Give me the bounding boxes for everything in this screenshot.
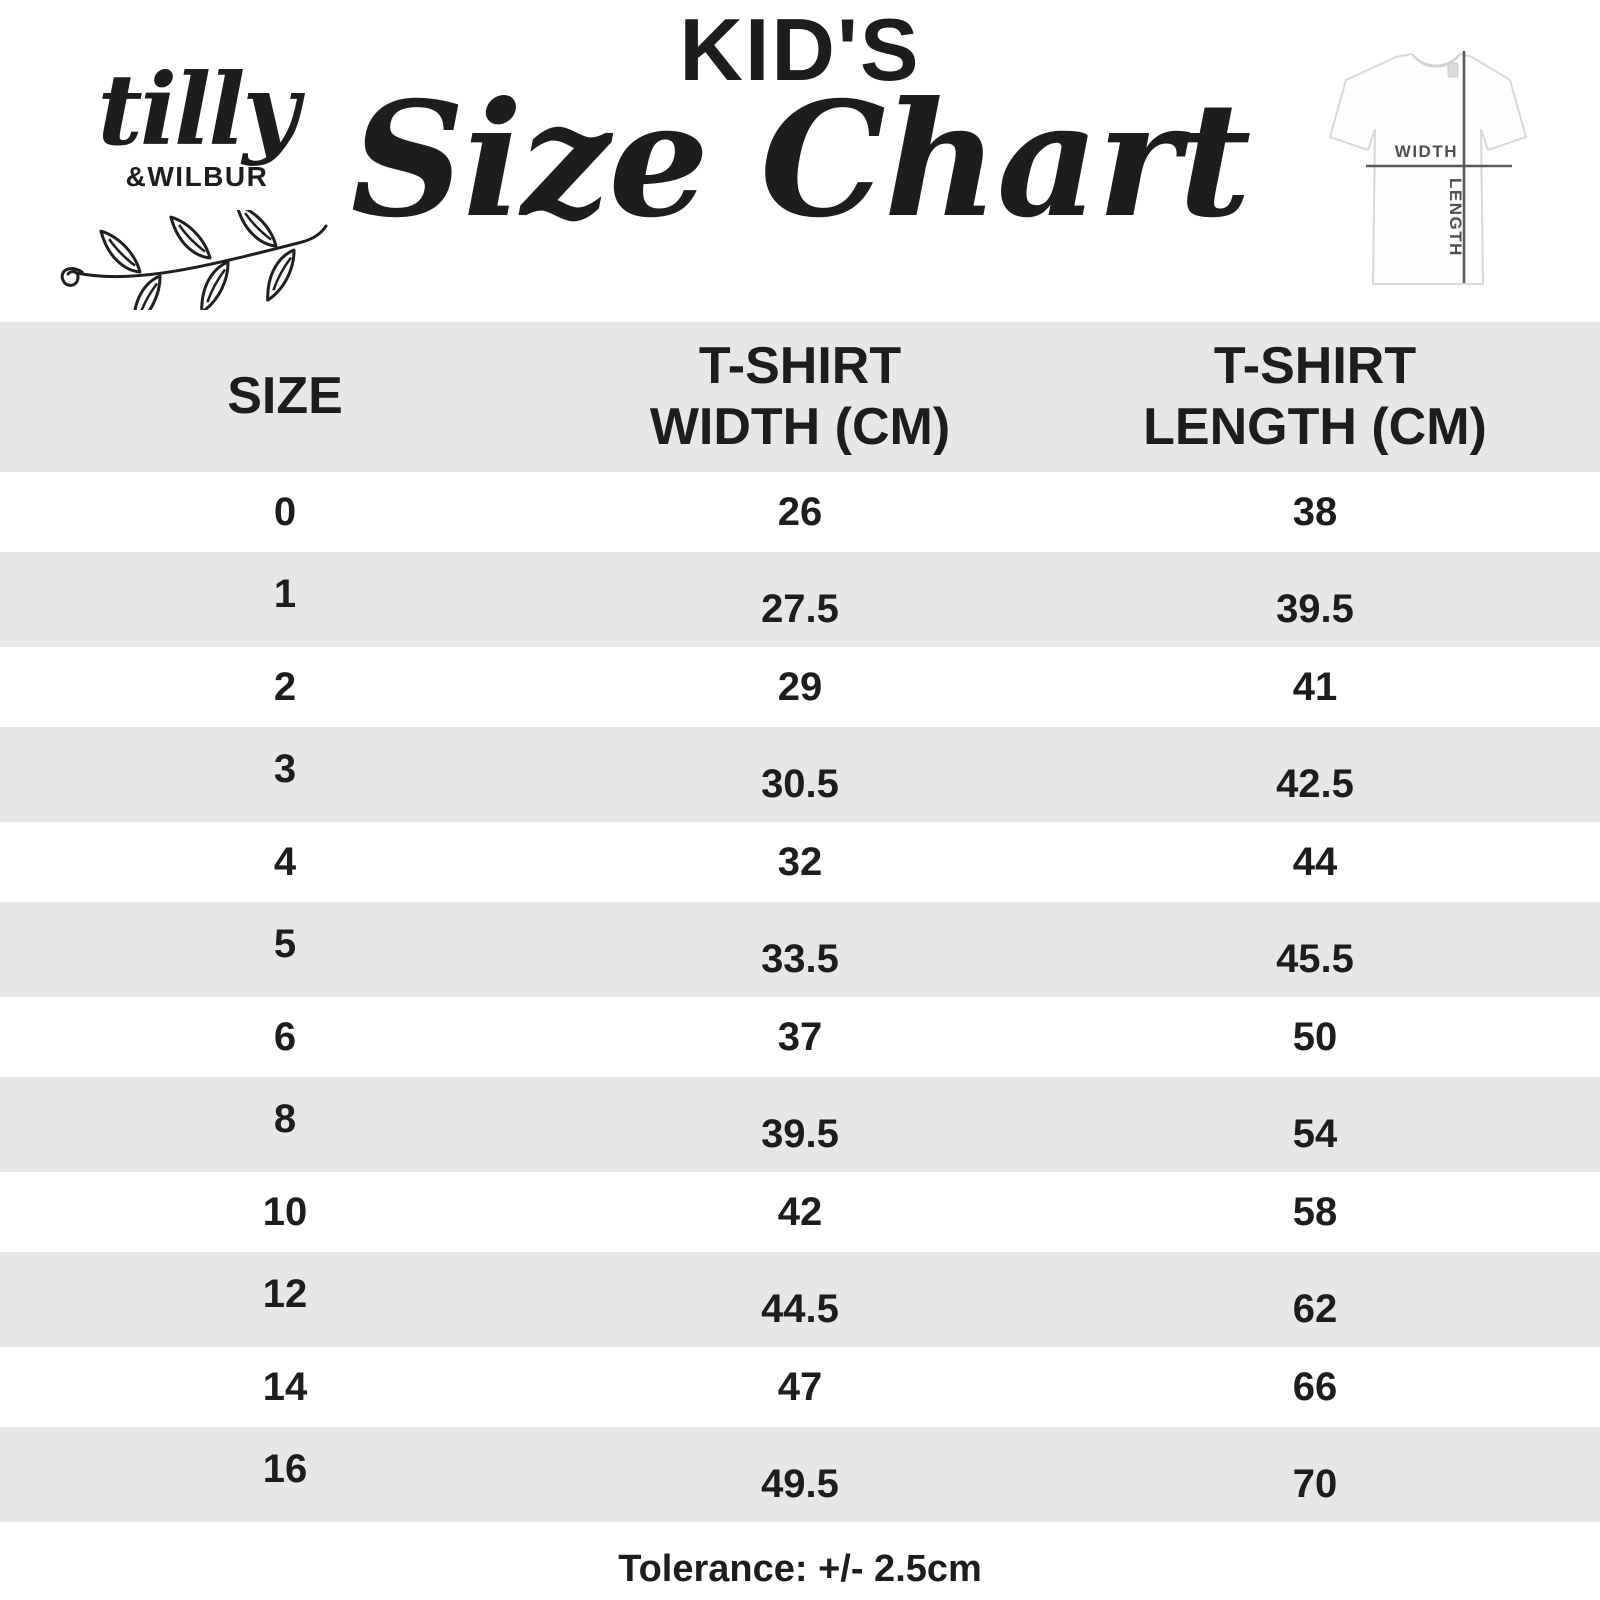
length-cell: 44 [1292,839,1338,884]
length-cell: 50 [1292,1014,1338,1059]
length-cell: 66 [1292,1364,1338,1409]
brand-logo: tilly &WILBUR [72,53,322,193]
width-cell: 32 [777,839,823,884]
size-cell: 5 [273,922,297,966]
length-cell: 38 [1292,489,1338,534]
table-row: 0 26 38 [0,472,1600,552]
brand-name-script: tilly [97,53,300,168]
width-cell: 37 [777,1014,823,1059]
table-row: 10 42 58 [0,1172,1600,1252]
size-cell: 10 [262,1189,308,1234]
length-cell: 41 [1292,664,1338,709]
table-row: 5 33.5 45.5 [0,902,1600,997]
length-cell: 54 [1292,1112,1338,1156]
table-row: 8 39.5 54 [0,1077,1600,1172]
title-block: KID'S Size Chart [0,6,1600,244]
length-cell: 39.5 [1276,587,1354,631]
length-cell: 45.5 [1276,937,1354,981]
tshirt-outline [1329,53,1527,285]
column-header-length: T-SHIRT LENGTH (CM) [1143,336,1487,456]
laurel-branch-icon [60,210,328,310]
length-cell: 58 [1292,1189,1338,1234]
width-cell: 44.5 [761,1287,839,1331]
size-cell: 0 [273,489,297,534]
size-cell: 12 [262,1272,308,1316]
length-cell: 70 [1292,1462,1338,1506]
tshirt-measurement-diagram: WIDTH LENGTH [1329,51,1527,285]
table-row: 2 29 41 [0,647,1600,727]
table-row: 4 32 44 [0,822,1600,902]
size-cell: 4 [273,839,297,884]
width-cell: 42 [777,1189,823,1234]
size-cell: 2 [273,664,297,709]
table-row: 1 27.5 39.5 [0,552,1600,647]
width-diagram-label: WIDTH [1395,142,1458,161]
tolerance-note: Tolerance: +/- 2.5cm [618,1548,982,1590]
brand-name-caps: &WILBUR [125,161,269,193]
width-cell: 29 [777,664,823,709]
title-kicker: KID'S [679,0,921,99]
table-row: 14 47 66 [0,1347,1600,1427]
width-cell: 39.5 [761,1112,839,1156]
length-cell: 62 [1292,1287,1338,1331]
length-diagram-label: LENGTH [1446,178,1465,257]
width-cell: 30.5 [761,762,839,806]
collar-line [1412,54,1460,67]
width-cell: 27.5 [761,587,839,631]
size-cell: 8 [273,1097,297,1141]
table-header-row: SIZE T-SHIRT WIDTH (CM) T-SHIRT LENGTH (… [0,322,1600,472]
column-header-size: SIZE [227,367,343,426]
length-cell: 42.5 [1276,762,1354,806]
neck-tag [1447,62,1459,78]
size-cell: 6 [273,1014,297,1059]
column-header-width: T-SHIRT WIDTH (CM) [649,336,951,456]
width-cell: 49.5 [761,1462,839,1506]
width-cell: 26 [777,489,823,534]
size-cell: 16 [262,1447,308,1491]
size-table: SIZE T-SHIRT WIDTH (CM) T-SHIRT LENGTH (… [0,322,1600,1522]
width-cell: 33.5 [761,937,839,981]
width-cell: 47 [777,1364,823,1409]
table-row: 16 49.5 70 [0,1427,1600,1522]
table-row: 12 44.5 62 [0,1252,1600,1347]
size-cell: 3 [273,747,297,791]
size-cell: 14 [262,1364,308,1409]
size-cell: 1 [273,572,297,616]
page-title: Size Chart [350,68,1252,253]
table-row: 3 30.5 42.5 [0,727,1600,822]
table-row: 6 37 50 [0,997,1600,1077]
